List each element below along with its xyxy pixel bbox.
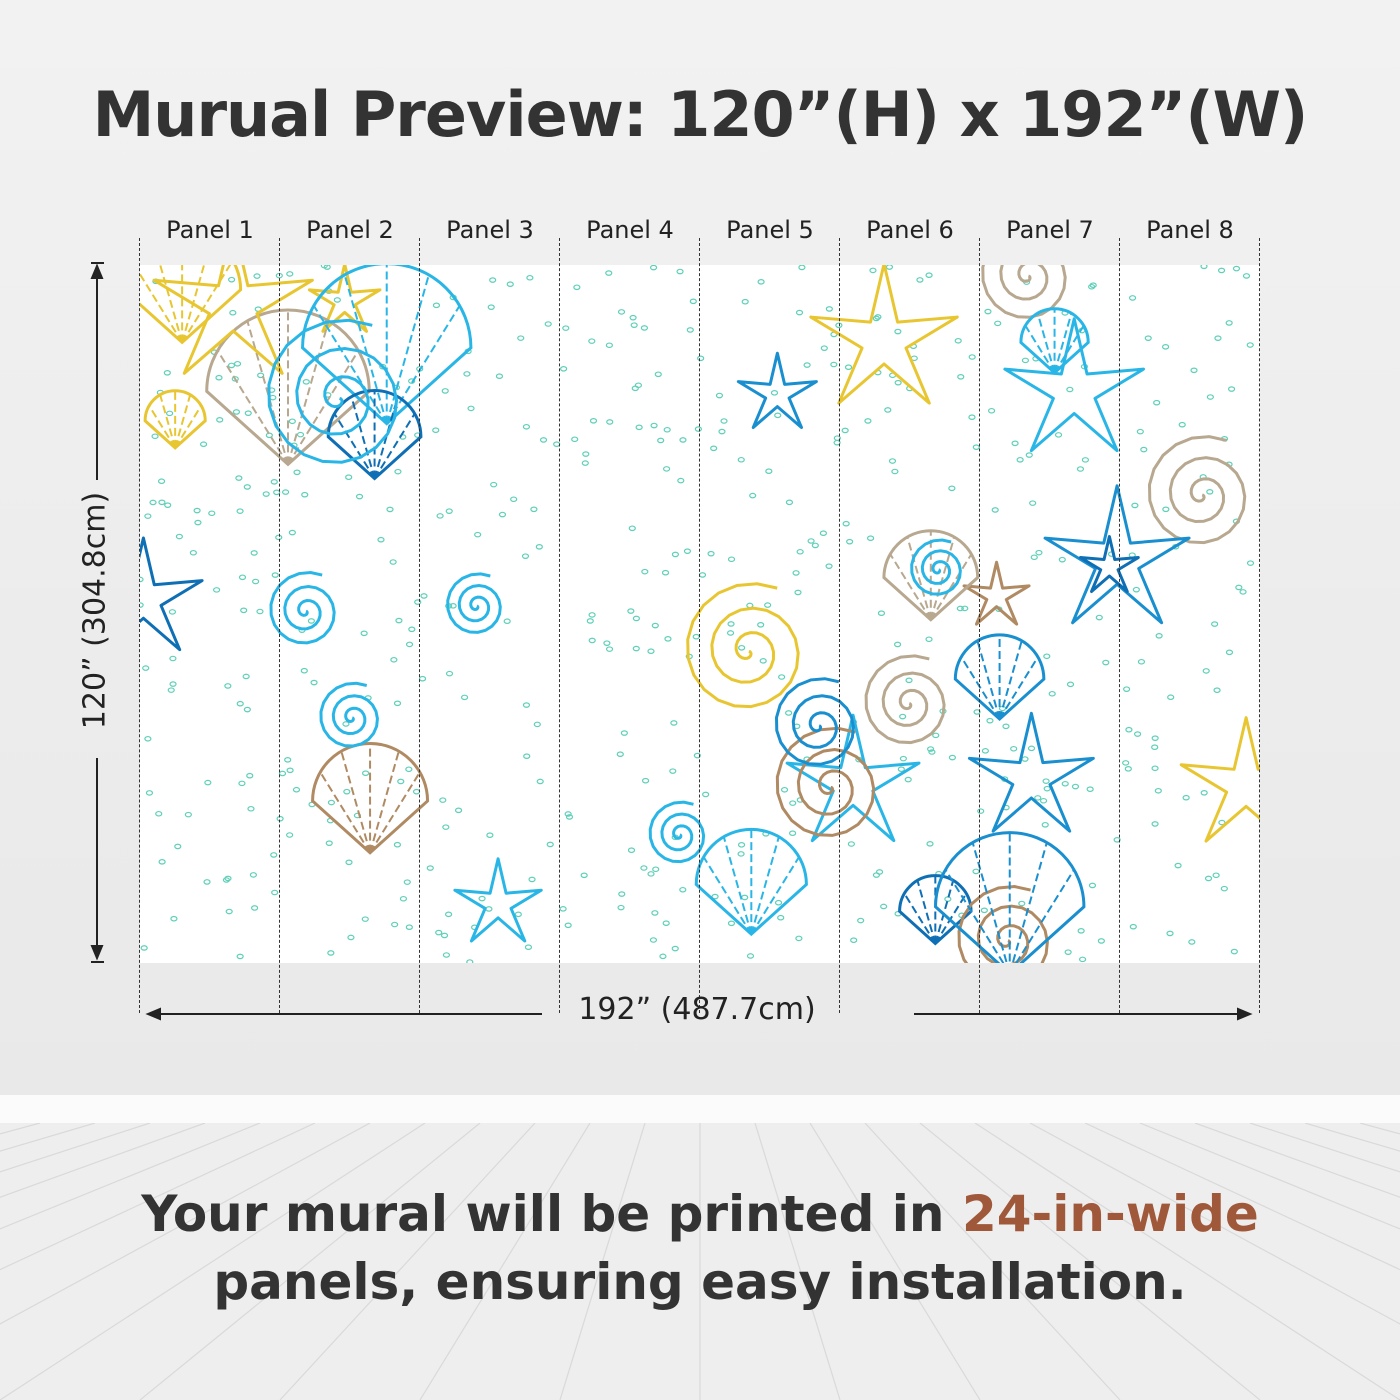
- panel-label: Panel 4: [586, 216, 674, 244]
- dimension-arrows: [90, 262, 1253, 1021]
- panel-divider: [139, 238, 140, 1013]
- page-title: Murual Preview: 120”(H) x 192”(W): [92, 78, 1309, 151]
- panel-divider: [559, 238, 560, 1013]
- panel-divider: [979, 238, 980, 1013]
- height-dimension-label: 120” (304.8cm): [77, 491, 113, 730]
- panel-divider: [1119, 238, 1120, 1013]
- panel-label: Panel 8: [1146, 216, 1234, 244]
- panel-divider: [1259, 238, 1260, 1013]
- wood-floor: [0, 1123, 1400, 1400]
- panel-divider: [699, 238, 700, 1013]
- panel-divider: [279, 238, 280, 1013]
- panel-label: Panel 1: [166, 216, 254, 244]
- width-dimension-label: 192” (487.7cm): [578, 992, 816, 1027]
- panel-label: Panel 2: [306, 216, 394, 244]
- panel-label: Panel 3: [446, 216, 534, 244]
- panel-divider: [839, 238, 840, 1013]
- footer-accent: 24-in-wide: [961, 1185, 1259, 1243]
- panel-label: Panel 5: [726, 216, 814, 244]
- footer-line1: Your mural will be printed in: [141, 1185, 962, 1243]
- footer-text: Your mural will be printed in 24-in-wide…: [0, 1180, 1400, 1316]
- footer-line2: panels, ensuring easy installation.: [213, 1253, 1187, 1311]
- panel-label: Panel 6: [866, 216, 954, 244]
- panel-label: Panel 7: [1006, 216, 1094, 244]
- panel-divider: [419, 238, 420, 1013]
- mural-pattern-preview: [140, 265, 1260, 963]
